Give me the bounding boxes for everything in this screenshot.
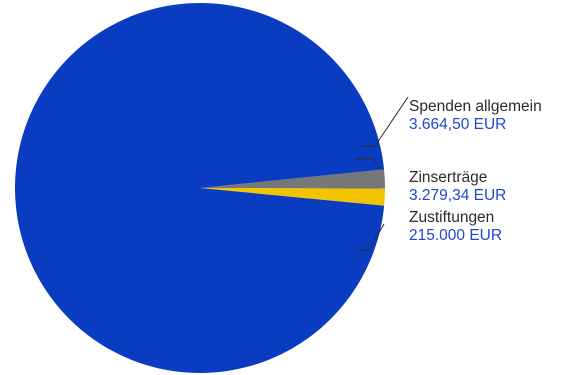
slice-value-label: 3.664,50 EUR — [409, 116, 506, 133]
pie-slices — [15, 2, 385, 373]
pie-slice-spenden-allgemein — [200, 169, 385, 189]
slice-value-label: 3.279,34 EUR — [409, 187, 506, 204]
pie-slice-zustiftungen — [15, 2, 385, 373]
leader-line — [362, 96, 409, 147]
slice-label: Spenden allgemein — [409, 98, 542, 115]
slice-label: Zustiftungen — [409, 209, 494, 226]
slice-label: Zinserträge — [409, 169, 487, 186]
leader-line — [355, 158, 382, 170]
pie-slice-zinserträge — [200, 188, 385, 206]
leader-line — [358, 223, 385, 251]
slice-value-label: 215.000 EUR — [409, 227, 502, 244]
